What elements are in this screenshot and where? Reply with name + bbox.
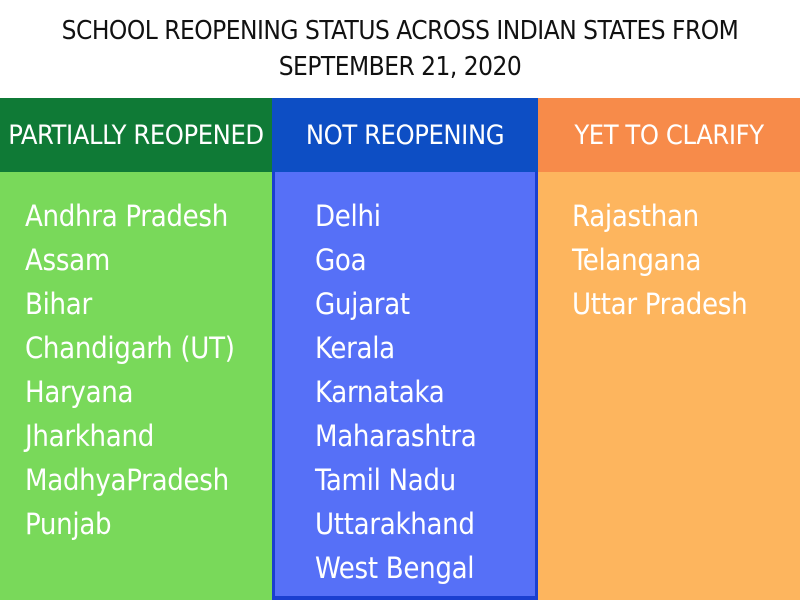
state-item: Bihar [25,287,92,321]
title-line-2: SEPTEMBER 21, 2020 [278,52,522,82]
state-item: Telangana [572,243,702,277]
state-list-not-reopening: Delhi Goa Gujarat Kerala Karnataka Maharashtr… [272,172,538,600]
state-list-partially-reopened: Andhra Pradesh Assam Bihar Chandigarh (UT) H… [0,172,272,600]
state-item: West Bengal [315,551,475,585]
column-yet-to-clarify: YET TO CLARIFY Rajasthan Telangana Uttar P… [538,98,800,600]
state-item: Jharkhand [25,419,154,453]
column-header-partially-reopened: PARTIALLY REOPENED [0,98,272,172]
state-item: Uttar Pradesh [572,287,748,321]
state-item: Goa [315,243,367,277]
state-list-yet-to-clarify: Rajasthan Telangana Uttar Pradesh [538,172,800,600]
state-item: Karnataka [315,375,445,409]
state-item: Rajasthan [572,199,699,233]
state-item: Uttarakhand [315,507,475,541]
page-title: SCHOOL REOPENING STATUS ACROSS INDIAN ST… [0,0,800,98]
state-item: Andhra Pradesh [25,199,228,233]
state-item: Kerala [315,331,395,365]
column-header-not-reopening: NOT REOPENING [272,98,538,172]
state-item: Tamil Nadu [315,463,456,497]
title-line-1: SCHOOL REOPENING STATUS ACROSS INDIAN ST… [61,16,739,46]
state-item: Delhi [315,199,381,233]
column-partially-reopened: PARTIALLY REOPENED Andhra Pradesh Assam Bi… [0,98,272,600]
state-item: Maharashtra [315,419,477,453]
state-item: Assam [25,243,110,277]
state-item: MadhyaPradesh [25,463,229,497]
state-item: Punjab [25,507,112,541]
state-item: Gujarat [315,287,410,321]
column-not-reopening: NOT REOPENING Delhi Goa Gujarat Kerala Karna… [272,98,538,600]
column-header-yet-to-clarify: YET TO CLARIFY [538,98,800,172]
state-item: Haryana [25,375,134,409]
state-item: Chandigarh (UT) [25,331,235,365]
